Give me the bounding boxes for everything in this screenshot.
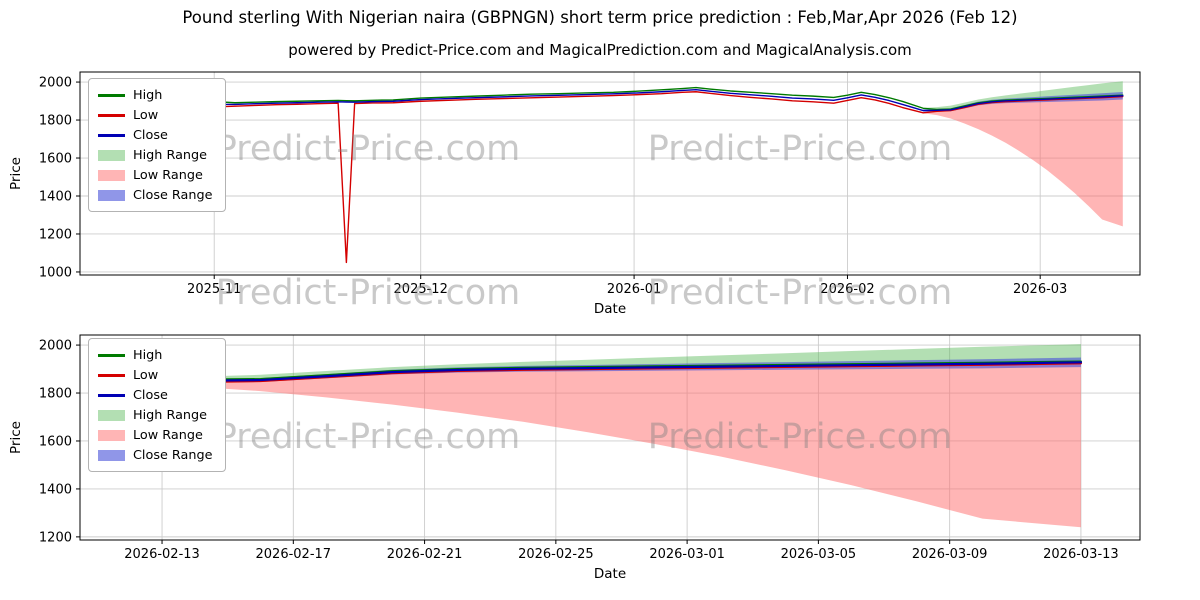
legend-item-high-range: High Range (98, 145, 213, 165)
x-tick-label: 2026-03-13 (1043, 547, 1119, 562)
page-subtitle: powered by Predict-Price.com and Magical… (288, 41, 912, 59)
legend-item-close-range: Close Range (98, 185, 213, 205)
legend-item-low-range: Low Range (98, 165, 213, 185)
legend-swatch-close (98, 133, 125, 137)
legend-label: Close Range (133, 187, 213, 203)
y-tick-label: 1200 (39, 227, 72, 242)
legend-label: High (133, 347, 163, 363)
x-tick-label: 2026-01 (607, 282, 661, 297)
high-line (89, 86, 1124, 111)
legend-item-close: Close (98, 385, 213, 405)
plot-frame (79, 71, 1141, 276)
low-range-band (923, 96, 1123, 227)
price-history-prediction-chart: 1000 1200 1400 1600 1800 2000 2025-11 2025-12 20… (8, 71, 1141, 317)
y-axis-label: Price (8, 421, 24, 454)
x-tick-label: 2026-02 (820, 282, 874, 297)
x-tick-label: 2025-12 (394, 282, 448, 297)
legend-swatch-close-range (98, 449, 125, 461)
legend-swatch-low (98, 373, 125, 377)
y-tick-label: 1000 (39, 265, 72, 280)
x-tick-label: 2025-11 (187, 282, 241, 297)
legend-swatch-close-range (98, 189, 125, 201)
plot-frame (79, 334, 1141, 541)
legend-item-high: High (98, 85, 213, 105)
legend-swatch-low-range (98, 169, 125, 181)
legend-item-close: Close (98, 125, 213, 145)
y-tick-label: 1200 (39, 530, 72, 545)
y-tick-label: 1800 (39, 387, 72, 402)
prediction-detail-chart: 1200 1400 1600 1800 2000 2026-02-13 2026-02-17… (8, 334, 1141, 582)
x-tick-label: 2026-03-05 (781, 547, 857, 562)
legend-bottom: High Low Close High Range Low Range Close Ran… (88, 338, 226, 472)
x-tick-label: 2026-03-01 (649, 547, 725, 562)
legend-label: Low (133, 367, 159, 383)
x-tick-label: 2026-02-25 (518, 547, 594, 562)
legend-top: High Low Close High Range Low Range Close Ran… (88, 78, 226, 212)
y-tick-label: 1600 (39, 434, 72, 449)
page-title: Pound sterling With Nigerian naira (GBPN… (182, 8, 1018, 27)
x-axis-label: Date (594, 301, 626, 317)
y-tick-label: 1400 (39, 482, 72, 497)
low-range-band (129, 363, 1081, 528)
x-tick-label: 2026-02-13 (124, 547, 200, 562)
y-tick-label: 2000 (39, 339, 72, 354)
legend-label: Low (133, 107, 159, 123)
legend-swatch-high-range (98, 409, 125, 421)
legend-swatch-close (98, 393, 125, 397)
legend-label: Low Range (133, 427, 203, 443)
legend-label: High Range (133, 407, 208, 423)
low-line (89, 91, 1124, 264)
y-tick-label: 1600 (39, 152, 72, 167)
legend-label: High Range (133, 147, 208, 163)
legend-swatch-high-range (98, 149, 125, 161)
legend-label: High (133, 87, 163, 103)
legend-label: Low Range (133, 167, 203, 183)
legend-item-high-range: High Range (98, 405, 213, 425)
legend-item-close-range: Close Range (98, 445, 213, 465)
x-tick-label: 2026-03-09 (912, 547, 988, 562)
y-tick-label: 1400 (39, 190, 72, 205)
high-range-band (923, 81, 1123, 110)
y-tick-label: 2000 (39, 76, 72, 91)
x-tick-label: 2026-02-21 (387, 547, 463, 562)
x-tick-label: 2026-02-17 (256, 547, 332, 562)
high-range-band (129, 344, 1081, 380)
legend-swatch-high (98, 353, 125, 357)
y-tick-label: 1800 (39, 114, 72, 129)
legend-label: Close Range (133, 447, 213, 463)
legend-label: Close (133, 127, 168, 143)
legend-label: Close (133, 387, 168, 403)
legend-item-low: Low (98, 105, 213, 125)
legend-swatch-high (98, 93, 125, 97)
close-line (89, 88, 1124, 112)
legend-item-low: Low (98, 365, 213, 385)
legend-item-low-range: Low Range (98, 425, 213, 445)
x-axis-label: Date (594, 566, 626, 582)
legend-swatch-low (98, 113, 125, 117)
y-axis-label: Price (8, 157, 24, 190)
legend-item-high: High (98, 345, 213, 365)
x-tick-label: 2026-03 (1013, 282, 1067, 297)
close-line (128, 361, 1083, 383)
legend-swatch-low-range (98, 429, 125, 441)
